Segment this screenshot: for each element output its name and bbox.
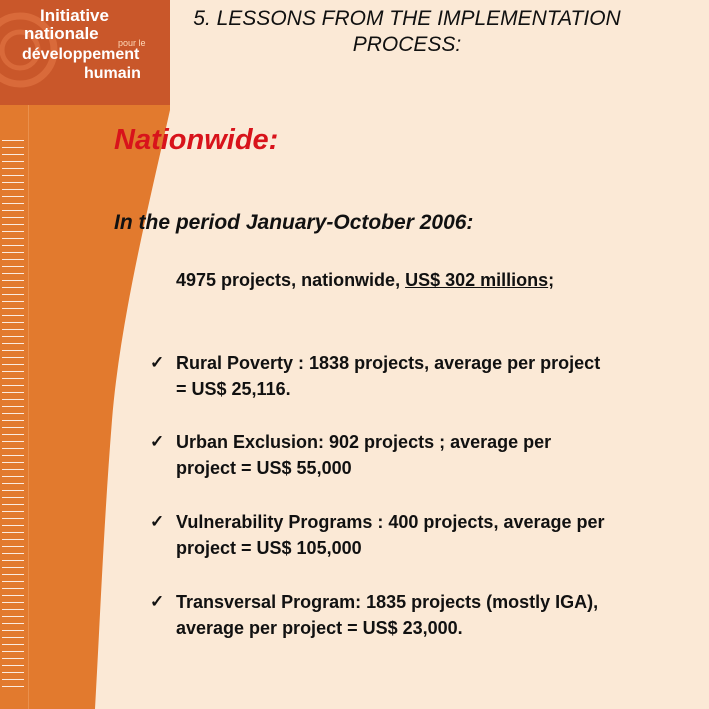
logo-line-1: Initiative	[40, 6, 109, 25]
bullet-line-2: average per project = US$ 23,000.	[176, 618, 463, 638]
subheading: Nationwide:	[114, 124, 279, 156]
summary-amount: US$ 302 millions	[405, 270, 549, 290]
bullet-line-1: Urban Exclusion: 902 projects ; average …	[176, 432, 552, 452]
bullet-line-1: Transversal Program: 1835 projects (most…	[176, 592, 599, 612]
slide-title-line-2: PROCESS:	[352, 33, 462, 56]
summary-line: 4975 projects, nationwide, US$ 302 milli…	[176, 270, 554, 291]
bullet-line-1: Rural Poverty : 1838 projects, average p…	[176, 353, 601, 373]
logo-line-2: nationale	[24, 24, 99, 43]
logo-line-2-small: pour le	[118, 38, 146, 48]
logo-pattern	[0, 12, 58, 88]
check-icon: ✓	[150, 353, 165, 372]
slide-title: 5. LESSONS FROM THE IMPLEMENTATION PROCE…	[112, 6, 702, 58]
logo-line-3: développement	[22, 46, 140, 63]
summary-suffix: ;	[548, 270, 555, 290]
slide-title-line-1: 5. LESSONS FROM THE IMPLEMENTATION	[193, 7, 621, 30]
bullet-line-2: project = US$ 105,000	[176, 538, 362, 558]
check-icon: ✓	[150, 432, 165, 451]
check-icon: ✓	[150, 512, 165, 531]
check-icon: ✓	[150, 592, 165, 611]
bullet-line-1: Vulnerability Programs : 400 projects, a…	[176, 512, 605, 532]
period-heading: In the period January-October 2006:	[114, 211, 474, 234]
logo: Initiative nationale pour le développeme…	[0, 0, 170, 105]
bullet-line-2: project = US$ 55,000	[176, 458, 352, 478]
logo-line-4: humain	[84, 65, 141, 82]
tick-pattern	[2, 140, 24, 690]
summary-prefix: 4975 projects, nationwide,	[176, 270, 406, 290]
bullet-line-2: = US$ 25,116.	[176, 379, 291, 399]
